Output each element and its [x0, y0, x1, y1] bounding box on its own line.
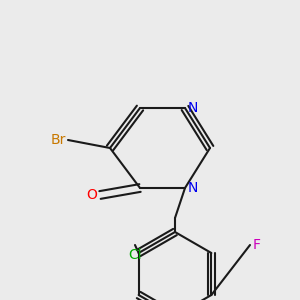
Text: O: O — [86, 188, 97, 202]
Text: N: N — [188, 181, 198, 195]
Text: N: N — [188, 101, 198, 115]
Text: Cl: Cl — [128, 248, 142, 262]
Text: Br: Br — [51, 133, 67, 147]
Text: F: F — [253, 238, 261, 252]
